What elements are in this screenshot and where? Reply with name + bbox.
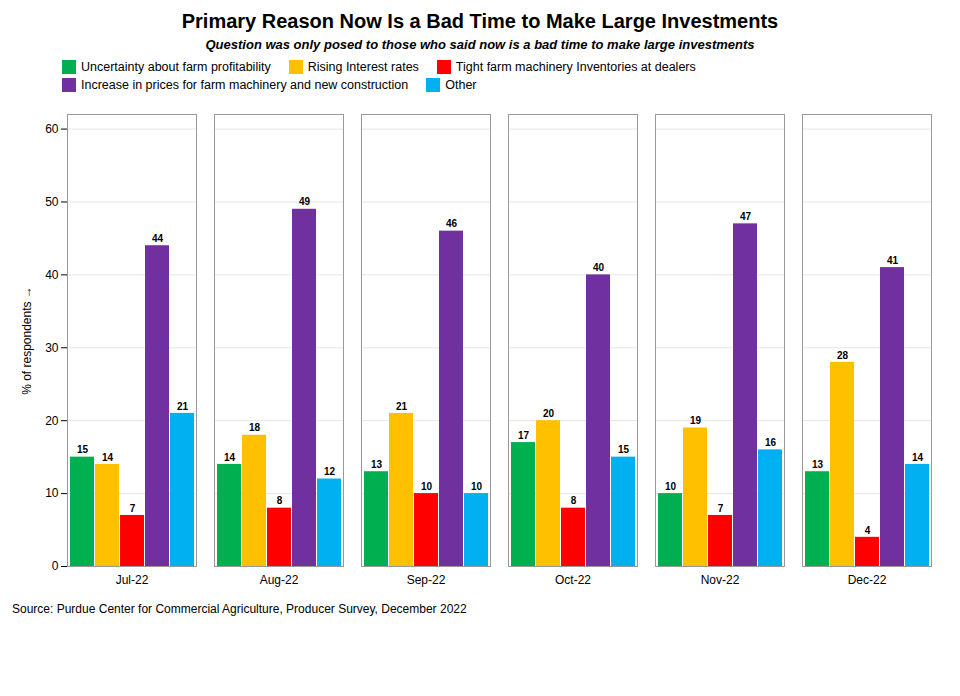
html-text:Source: Purdue Center for Comm: Source: Purdue Center for Commercial Agr… xyxy=(12,602,467,616)
svg-text:41: 41 xyxy=(887,255,899,266)
svg-text:7: 7 xyxy=(130,503,136,514)
svg-text:12: 12 xyxy=(324,466,336,477)
svg-text:19: 19 xyxy=(690,415,702,426)
svg-text:15: 15 xyxy=(77,444,89,455)
svg-text:8: 8 xyxy=(277,495,283,506)
svg-text:20: 20 xyxy=(45,414,59,428)
svg-text:0: 0 xyxy=(52,559,59,573)
svg-text:Nov-22: Nov-22 xyxy=(701,573,740,587)
svg-text:10: 10 xyxy=(471,481,483,492)
svg-text:46: 46 xyxy=(446,218,458,229)
svg-text:30: 30 xyxy=(45,341,59,355)
svg-text:21: 21 xyxy=(177,401,189,412)
html-text:Uncertainty about farm profita: Uncertainty about farm profitability xyxy=(81,60,271,74)
svg-text:4: 4 xyxy=(865,525,871,536)
svg-text:15: 15 xyxy=(618,444,630,455)
svg-text:10: 10 xyxy=(421,481,433,492)
svg-text:13: 13 xyxy=(371,459,383,470)
html-text:Tight farm machinery Inventori: Tight farm machinery Inventories at deal… xyxy=(455,60,696,74)
svg-text:16: 16 xyxy=(765,437,777,448)
svg-text:14: 14 xyxy=(912,452,924,463)
html-text:Other: Other xyxy=(445,78,477,92)
html-text:Rising Interest rates: Rising Interest rates xyxy=(307,60,419,74)
svg-text:40: 40 xyxy=(45,268,59,282)
svg-text:44: 44 xyxy=(152,233,164,244)
svg-text:50: 50 xyxy=(45,195,59,209)
svg-text:8: 8 xyxy=(571,495,577,506)
html-text:Question was only posed to tho: Question was only posed to those who sai… xyxy=(205,37,755,52)
svg-text:10: 10 xyxy=(665,481,677,492)
html-text:Increase in prices for farm ma: Increase in prices for farm machinery an… xyxy=(81,78,409,92)
svg-text:14: 14 xyxy=(102,452,114,463)
svg-text:47: 47 xyxy=(740,211,752,222)
svg-text:13: 13 xyxy=(812,459,824,470)
svg-text:10: 10 xyxy=(45,486,59,500)
svg-text:21: 21 xyxy=(396,401,408,412)
svg-text:% of respondents →: % of respondents → xyxy=(20,286,34,395)
svg-text:18: 18 xyxy=(249,422,261,433)
svg-text:17: 17 xyxy=(518,430,530,441)
svg-text:20: 20 xyxy=(543,408,555,419)
svg-text:Sep-22: Sep-22 xyxy=(407,573,446,587)
svg-text:60: 60 xyxy=(45,122,59,136)
svg-text:Dec-22: Dec-22 xyxy=(848,573,887,587)
svg-text:7: 7 xyxy=(718,503,724,514)
svg-text:Jul-22: Jul-22 xyxy=(116,573,149,587)
svg-text:Aug-22: Aug-22 xyxy=(260,573,299,587)
svg-text:40: 40 xyxy=(593,262,605,273)
html-text:Primary Reason Now Is a Bad Ti: Primary Reason Now Is a Bad Time to Make… xyxy=(181,10,779,32)
svg-text:14: 14 xyxy=(224,452,236,463)
svg-text:28: 28 xyxy=(837,350,849,361)
svg-text:Oct-22: Oct-22 xyxy=(555,573,591,587)
svg-text:49: 49 xyxy=(299,196,311,207)
